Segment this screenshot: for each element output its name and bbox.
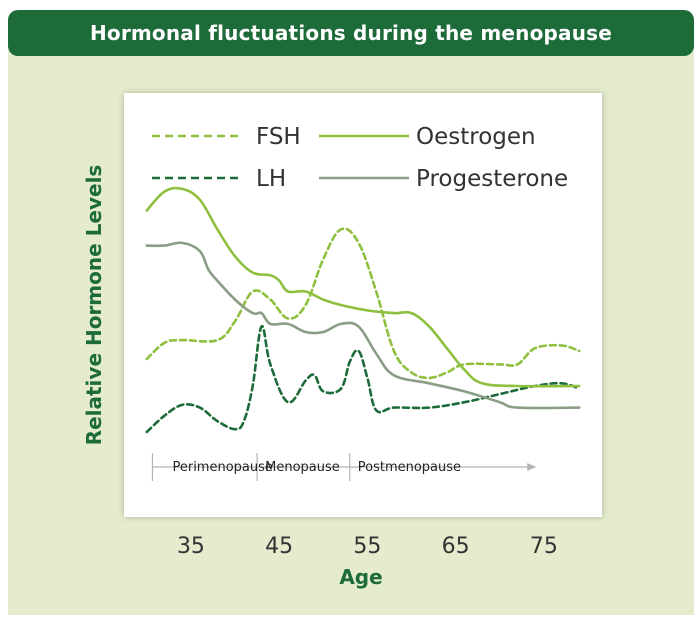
legend-label-lh: LH — [256, 166, 286, 192]
legend: FSH LH Oestrogen Progesterone — [152, 124, 568, 192]
phase-arrow-head — [527, 463, 537, 471]
x-tick-label: 65 — [442, 534, 470, 559]
x-tick-label: 45 — [265, 534, 293, 559]
legend-label-progesterone: Progesterone — [416, 166, 568, 192]
legend-label-fsh: FSH — [256, 124, 301, 150]
series-layer — [145, 186, 581, 434]
series-line-progesterone — [145, 241, 581, 410]
phase-label-menopause: Menopause — [265, 460, 340, 475]
x-axis-title: Age — [339, 565, 382, 589]
phase-label-postmenopause: Postmenopause — [358, 460, 461, 475]
x-tick-label: 75 — [530, 534, 558, 559]
plot-card — [124, 93, 602, 517]
y-axis-title: Relative Hormone Levels — [82, 165, 106, 446]
legend-label-oestrogen: Oestrogen — [416, 124, 536, 150]
x-tick-label: 35 — [177, 534, 205, 559]
x-tick-label: 55 — [353, 534, 381, 559]
x-axis-ticks: 35 45 55 65 75 — [177, 534, 558, 559]
page-title: Hormonal fluctuations during the menopau… — [8, 10, 694, 56]
series-line-oestrogen — [145, 186, 581, 388]
series-line-lh — [145, 325, 581, 434]
series-line-fsh — [145, 227, 581, 380]
phase-label-perimenopause: Perimenopause — [172, 460, 272, 475]
